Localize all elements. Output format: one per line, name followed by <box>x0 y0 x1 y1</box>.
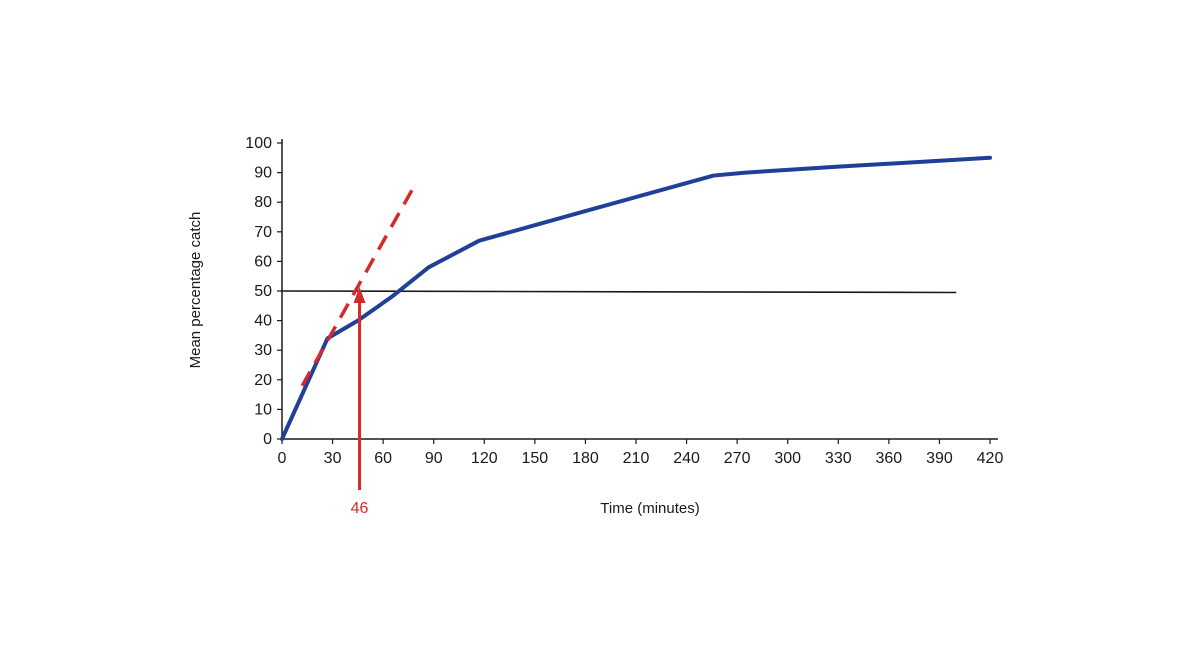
x-tick-label: 120 <box>471 450 498 467</box>
series-catch-curve <box>280 155 992 441</box>
y-axis-title: Mean percentage catch <box>187 212 204 369</box>
y-tick-label: 80 <box>254 194 272 211</box>
x-tick-label: 210 <box>623 450 650 467</box>
series-dashed-tangent-line <box>300 186 416 387</box>
x-tick-label: 60 <box>374 450 392 467</box>
x-axis-title: Time (minutes) <box>600 500 699 517</box>
y-tick-label: 100 <box>245 135 272 152</box>
y-tick-label: 90 <box>254 165 272 182</box>
y-tick-label: 50 <box>254 283 272 300</box>
axes: 0 30 60 90 120 150 180 210 240 270 300 330 360 390 420… <box>245 135 1003 467</box>
reference-line-layer <box>281 290 957 294</box>
x-tick-label: 180 <box>572 450 599 467</box>
annotation-arrow-head <box>353 287 366 303</box>
reference-line-50 <box>281 290 957 294</box>
y-tick-label: 60 <box>254 253 272 270</box>
y-tick-label: 20 <box>254 372 272 389</box>
y-tick-label: 30 <box>254 342 272 359</box>
x-tick-label: 390 <box>926 450 953 467</box>
x-tick-label: 270 <box>724 450 751 467</box>
series-layer <box>280 155 992 441</box>
y-tick-label: 0 <box>263 431 272 448</box>
x-tick-label: 240 <box>673 450 700 467</box>
x-tick-label: 300 <box>774 450 801 467</box>
x-tick-label: 420 <box>977 450 1004 467</box>
x-tick-label: 0 <box>278 450 287 467</box>
x-tick-label: 90 <box>425 450 443 467</box>
x-tick-label: 330 <box>825 450 852 467</box>
y-tick-label: 70 <box>254 224 272 241</box>
annotation-label: 46 <box>351 500 369 517</box>
x-tick-label: 30 <box>324 450 342 467</box>
x-tick-label: 150 <box>522 450 549 467</box>
y-tick-label: 10 <box>254 401 272 418</box>
x-tick-label: 360 <box>876 450 903 467</box>
annotation-layer: 46 <box>351 287 369 517</box>
y-tick-label: 40 <box>254 313 272 330</box>
